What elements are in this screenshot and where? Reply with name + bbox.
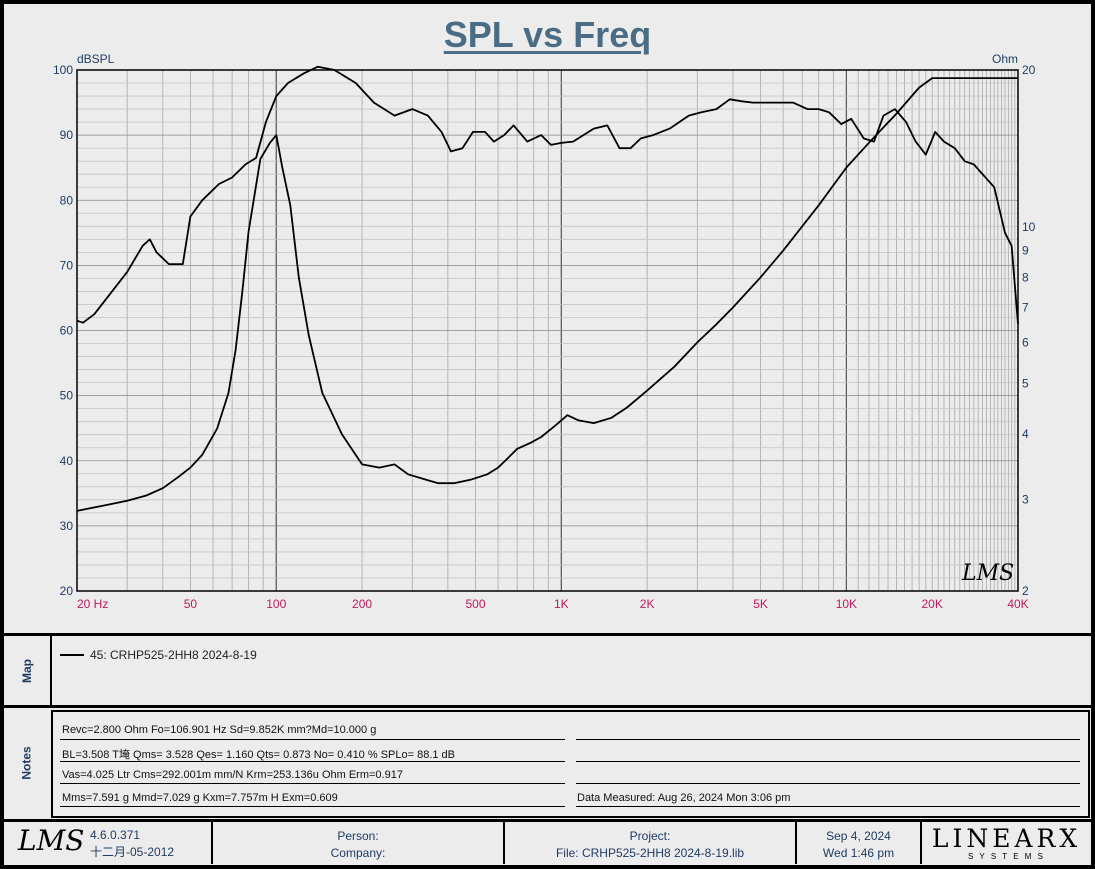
note-line-2: BL=3.508 T埯 Qms= 3.528 Qes= 1.160 Qts= 0… [62,749,456,761]
time-label: Wed 1:46 pm [822,846,895,860]
build-date: 十二月-05-2012 [90,845,175,859]
divider [4,633,1091,636]
impedance-series-line [76,77,1018,512]
lms-logo: LMS [18,824,85,857]
x-tick-label: 2K [640,597,655,611]
note-rule [576,739,1080,740]
note-rule [60,739,565,740]
y-tick-label-right: 4 [1022,427,1029,441]
x-tick-label: 10K [836,597,857,611]
plot-border [76,69,1019,592]
x-tick-label: 20 Hz [77,597,108,611]
y-tick-label-right: 5 [1022,377,1029,391]
legend-entry: 45: CRHP525-2HH8 2024-8-19 [60,648,257,662]
divider [4,705,1091,708]
chart-title: SPL vs Freq [443,14,652,55]
linearx-logo: LINEARX [931,824,1082,853]
date-label: Sep 4, 2024 [826,829,891,843]
project-cell: Project: File: CRHP525-2HH8 2024-8-19.li… [503,822,795,864]
notes-panel [51,710,1090,818]
note-rule [576,761,1080,762]
y-tick-label-left: 40 [60,454,74,468]
y-tick-label-left: 70 [60,258,74,272]
person-cell: Person: Company: [211,822,503,864]
y-tick-label-right: 6 [1022,335,1029,349]
version-info: 4.6.0.371 十二月-05-2012 [90,827,174,861]
note-rule [576,783,1080,784]
y-tick-label-left: 90 [60,128,74,142]
x-tick-label: 1K [554,597,569,611]
divider [4,819,1091,822]
date-cell: Sep 4, 2024 Wed 1:46 pm [795,822,920,864]
y-tick-label-right: 10 [1022,220,1036,234]
left-axis-label: dBSPL [77,52,115,66]
x-tick-label: 5K [753,597,768,611]
divider [50,636,52,706]
lms-logo-plot: LMS [961,561,1014,586]
y-tick-label-left: 50 [60,389,74,403]
notes-side-label: Notes [20,746,34,780]
map-side-label: Map [20,659,34,683]
x-tick-label: 20K [922,597,943,611]
person-label: Person: [337,829,379,843]
y-tick-label-left: 30 [60,519,74,533]
note-line-3: Vas=4.025 Ltr Cms=292.001m mm/N Krm=253.… [62,769,403,781]
file-name: File: CRHP525-2HH8 2024-8-19.lib [555,846,745,860]
x-tick-label: 40K [1007,597,1028,611]
x-tick-label: 500 [465,597,485,611]
legend-swatch [60,654,84,656]
x-tick-label: 200 [352,597,372,611]
x-tick-label: 100 [266,597,286,611]
note-rule [60,806,565,807]
brand-cell: LINEARX S Y S T E M S [920,822,1091,864]
y-tick-label-right: 20 [1022,63,1036,77]
note-line-1: Revc=2.800 Ohm Fo=106.901 Hz Sd=9.852K m… [62,724,377,736]
right-axis-label: Ohm [992,52,1018,66]
series-layer [76,65,1019,512]
y-tick-label-right: 9 [1022,244,1029,258]
y-tick-label-right: 8 [1022,270,1029,284]
x-tick-label: 50 [184,597,198,611]
note-rule [60,783,565,784]
y-tick-label-left: 100 [53,63,73,77]
y-tick-label-left: 60 [60,324,74,338]
y-tick-label-left: 80 [60,193,74,207]
y-tick-label-right: 7 [1022,301,1029,315]
legend-entry-label: 45: CRHP525-2HH8 2024-8-19 [90,648,257,662]
note-line-4: Mms=7.591 g Mmd=7.029 g Kxm=7.757m H Exm… [62,792,338,804]
systems-logo: S Y S T E M S [968,852,1045,861]
note-rule [60,761,565,762]
spl-series-line [76,65,1019,325]
data-measured: Data Measured: Aug 26, 2024 Mon 3:06 pm [577,792,791,804]
version-number: 4.6.0.371 [90,828,141,842]
company-label: Company: [330,846,386,860]
y-tick-label-right: 2 [1022,584,1029,598]
note-rule [576,806,1080,807]
y-tick-label-left: 20 [60,584,74,598]
grid [76,69,1019,592]
y-tick-label-right: 3 [1022,492,1029,506]
project-label: Project: [629,829,671,843]
